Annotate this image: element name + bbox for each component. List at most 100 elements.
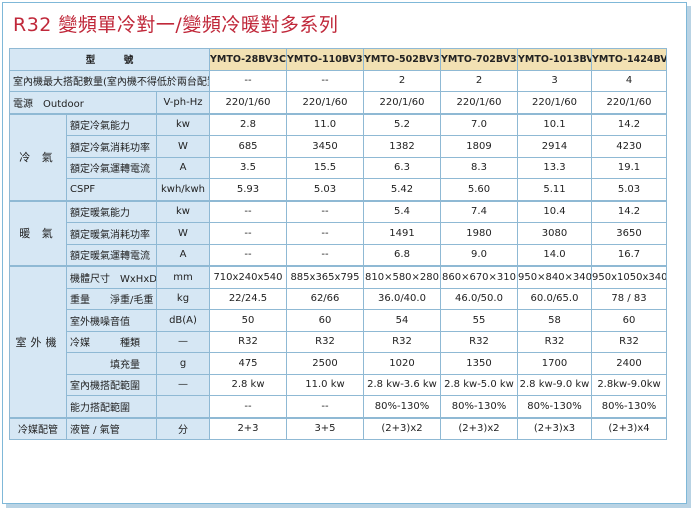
cell-value: (2+3)x4 [591,416,667,440]
cell-value: R32 [286,330,364,353]
cell-value: 220/1/60 [363,91,441,114]
cell-value: 14.2 [591,199,667,223]
cell-value: -- [286,243,364,267]
table-row: 室外機 機體尺寸 WxHxD mm 710x240x540 885x365x795 810… [9,265,667,418]
table-row: 額定冷氣運轉電流 A 3.5 15.5 6.3 8.3 13.3 19.1 [10,156,667,179]
cell-value: 9.0 [440,243,518,267]
cell-value: 5.42 [363,178,441,201]
cell-value: 2 [440,69,518,92]
cell-value: 3.5 [209,156,287,179]
cell-value: 2 [363,69,441,92]
cell-value: 60.0/65.0 [517,287,592,310]
cell-value: 80%-130% [440,395,518,418]
cell-value: -- [209,395,287,418]
cell-value: 4230 [591,135,667,158]
table-row: 暖 氣額定暖氣能力 kw -- -- 5.4 7.4 10.4 14.2 [9,199,667,267]
cell-value: 5.03 [591,178,667,201]
table-row: 冷 氣額定冷氣能力 kw 2.8 11.0 5.2 7.0 10.1 14.2 [9,112,667,201]
cell-value: -- [209,199,287,223]
row-unit: — [156,330,210,353]
row-label: 額定冷氣運轉電流 [66,156,157,179]
table-row: 冷媒配管 液管 / 氣管分 2+3 3+5 (2+3)x2 (2+3)x2 (2+3)x3(… [9,416,667,440]
cell-value: 4 [591,69,667,92]
spec-table: 型 號 YMTO-28BV3C YMTO-110BV3C YMTO-502BV3H YM… [9,48,667,440]
page-title: R32 變頻單冷對一/變頻冷暖對多系列 [13,14,339,36]
cell-value: 60 [286,309,364,332]
spec-sheet-frame: R32 變頻單冷對一/變頻冷暖對多系列 型 號 YMTO-28BV3C YMTO-1… [2,2,687,504]
cell-value: 2400 [591,352,667,375]
cell-value: 60 [591,309,667,332]
row-label: 電源 Outdoor [9,91,157,114]
header-model-name: YMTO-110BV3C [286,48,364,71]
group-label: 冷 氣 [9,112,67,201]
cell-value: -- [286,69,364,92]
cell-value: 1980 [440,222,518,245]
cell-value: 22/24.5 [209,287,287,310]
cell-value: 2914 [517,135,592,158]
row-unit: dB(A) [156,309,210,332]
cell-value: 860×670×310 [440,265,518,289]
row-unit: kwh/kwh [156,178,210,201]
cell-value: 78 / 83 [591,287,667,310]
cell-value: 80%-130% [363,395,441,418]
cell-value: -- [286,222,364,245]
cell-value: 1700 [517,352,592,375]
row-unit: W [156,135,210,158]
row-unit: g [156,352,210,375]
cell-value: 15.5 [286,156,364,179]
cell-value: R32 [209,330,287,353]
row-label: 重量 淨重/毛重 [66,287,157,310]
cell-value: 2.8 kw-5.0 kw [440,373,518,396]
cell-value: 1020 [363,352,441,375]
row-unit: kw [156,199,210,223]
table-row: 室內機最大搭配數量(室內機不得低於兩台配置) -- -- 2 2 3 4 [9,69,667,92]
cell-value: 1491 [363,222,441,245]
cell-value: 10.4 [517,199,592,223]
row-label: 室外機噪音值 [66,309,157,332]
cell-value: 55 [440,309,518,332]
cell-value: R32 [363,330,441,353]
row-label: 冷媒 種類 [66,330,157,353]
table-row: 型 號 YMTO-28BV3C YMTO-110BV3C YMTO-502BV3H YM… [9,48,667,71]
table-row: 額定暖氣運轉電流 A -- -- 6.8 9.0 14.0 16.7 [10,243,667,267]
cell-value: 1382 [363,135,441,158]
row-label: 額定冷氣能力 [66,112,157,136]
cell-value: 62/66 [286,287,364,310]
header-model-name: YMTO-28BV3C [209,48,287,71]
group-label: 冷媒配管 [9,416,67,440]
row-unit: W [156,222,210,245]
cell-value: 2500 [286,352,364,375]
cell-value: 58 [517,309,592,332]
cell-value: 6.8 [363,243,441,267]
cell-value: 220/1/60 [286,91,364,114]
row-unit: mm [156,265,210,289]
cell-value: (2+3)x2 [363,416,441,440]
group-label: 暖 氣 [9,199,67,267]
cell-value: 13.3 [517,156,592,179]
row-label: CSPF [66,178,157,201]
header-model-name: YMTO-502BV3H [363,48,441,71]
cell-value: R32 [591,330,667,353]
cell-value: 220/1/60 [209,91,287,114]
cell-value: -- [286,395,364,418]
group-label: 室外機 [9,265,67,418]
row-label: 室內機最大搭配數量(室內機不得低於兩台配置) [9,69,210,92]
header-model-name: YMTO-702BV3H [440,48,518,71]
cell-value: 10.1 [517,112,592,136]
header-model-label: 型 號 [9,48,210,71]
table-row: 電源 Outdoor V-ph-Hz 220/1/60 220/1/60 220/1/6… [9,91,667,114]
table-row: 室外機噪音值 dB(A) 50 60 54 55 58 60 [10,309,667,332]
cell-value: 5.03 [286,178,364,201]
header-model-name: YMTO-1424BV3H [591,48,667,71]
table-row: 填充量 g 475 2500 1020 1350 1700 2400 [10,352,667,375]
row-unit: A [156,156,210,179]
cell-value: -- [209,69,287,92]
cell-value: 2.8 kw-3.6 kw [363,373,441,396]
row-label: 機體尺寸 WxHxD [66,265,157,289]
cell-value: 5.93 [209,178,287,201]
table-row: CSPF kwh/kwh 5.93 5.03 5.42 5.60 5.11 5.03 [10,178,667,201]
row-label: 額定暖氣能力 [66,199,157,223]
cell-value: 810×580×280 [363,265,441,289]
cell-value: 5.4 [363,199,441,223]
cell-value: 50 [209,309,287,332]
